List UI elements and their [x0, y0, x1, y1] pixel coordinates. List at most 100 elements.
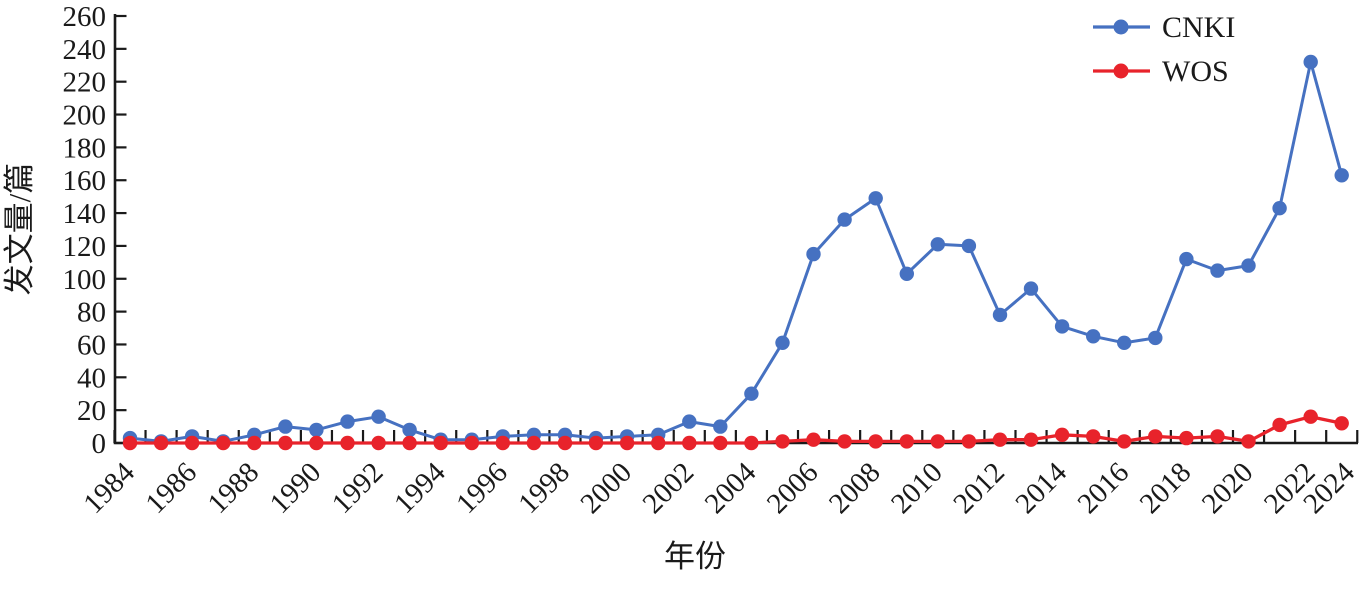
data-point-cnki-2020 [1241, 258, 1255, 272]
x-tick-label: 2016 [1072, 456, 1136, 520]
data-point-cnki-1991 [340, 414, 354, 428]
data-point-wos-2016 [1117, 434, 1131, 448]
data-point-wos-2000 [620, 436, 634, 450]
data-point-cnki-2003 [713, 419, 727, 433]
data-point-cnki-2010 [931, 237, 945, 251]
data-point-wos-2018 [1179, 431, 1193, 445]
data-point-wos-2022 [1304, 410, 1318, 424]
data-point-cnki-2008 [869, 191, 883, 205]
x-tick-label: 1988 [202, 456, 266, 520]
legend-label-wos: WOS [1162, 55, 1229, 88]
data-point-cnki-2014 [1055, 319, 1069, 333]
y-tick-label: 80 [77, 297, 106, 329]
x-tick-label: 2014 [1009, 456, 1073, 520]
data-point-wos-2019 [1210, 429, 1224, 443]
data-point-wos-2006 [806, 433, 820, 447]
data-point-wos-1996 [496, 436, 510, 450]
y-tick-label: 200 [63, 100, 107, 132]
data-point-cnki-1989 [278, 419, 292, 433]
data-point-wos-2002 [682, 436, 696, 450]
data-point-wos-1994 [434, 436, 448, 450]
data-point-wos-2010 [931, 434, 945, 448]
x-tick-label: 2018 [1134, 456, 1198, 520]
data-point-wos-2005 [775, 434, 789, 448]
data-point-wos-2013 [1024, 433, 1038, 447]
data-point-wos-1997 [527, 436, 541, 450]
data-point-cnki-2017 [1148, 331, 1162, 345]
data-point-wos-1999 [589, 436, 603, 450]
data-point-cnki-2011 [962, 239, 976, 253]
y-tick-label: 20 [77, 395, 106, 427]
x-tick-label: 1992 [326, 456, 390, 520]
data-point-wos-2004 [744, 436, 758, 450]
y-axis-title: 发文量/篇 [2, 163, 37, 296]
data-point-cnki-1990 [309, 423, 323, 437]
data-point-wos-2012 [993, 433, 1007, 447]
data-point-wos-2003 [713, 436, 727, 450]
data-point-wos-1990 [309, 436, 323, 450]
y-tick-label: 140 [63, 198, 107, 230]
data-point-wos-2001 [651, 436, 665, 450]
data-point-cnki-2006 [806, 247, 820, 261]
data-point-wos-2014 [1055, 428, 1069, 442]
x-tick-label: 2008 [823, 456, 887, 520]
data-point-wos-2011 [962, 434, 976, 448]
data-point-cnki-2005 [775, 336, 789, 350]
legend-marker-cnki [1114, 20, 1129, 35]
data-point-cnki-2016 [1117, 336, 1131, 350]
data-point-wos-1988 [247, 436, 261, 450]
y-tick-label: 60 [77, 329, 106, 361]
data-point-wos-2015 [1086, 429, 1100, 443]
legend-item-cnki: CNKI [1093, 11, 1235, 44]
data-point-cnki-2023 [1335, 168, 1349, 182]
data-point-wos-2007 [837, 434, 851, 448]
y-tick-label: 240 [63, 34, 107, 66]
data-point-cnki-2002 [682, 414, 696, 428]
x-tick-label: 1984 [77, 456, 141, 520]
data-point-wos-1991 [340, 436, 354, 450]
x-tick-label: 2000 [574, 456, 638, 520]
data-point-cnki-1993 [402, 423, 416, 437]
data-point-wos-1993 [402, 436, 416, 450]
data-point-cnki-1992 [371, 410, 385, 424]
data-point-wos-1986 [185, 436, 199, 450]
x-tick-label: 2006 [761, 456, 825, 520]
legend-label-cnki: CNKI [1162, 11, 1235, 44]
y-tick-label: 220 [63, 67, 107, 99]
y-tick-label: 40 [77, 362, 106, 394]
x-tick-label: 2010 [885, 456, 949, 520]
data-point-wos-1985 [154, 436, 168, 450]
data-point-wos-2020 [1241, 434, 1255, 448]
legend: CNKI WOS [1093, 11, 1235, 88]
data-point-wos-1984 [123, 436, 137, 450]
x-axis-title: 年份 [664, 539, 726, 574]
y-tick-label: 160 [63, 165, 107, 197]
y-tick-label: 180 [63, 132, 107, 164]
data-point-cnki-2013 [1024, 281, 1038, 295]
data-point-wos-2009 [900, 434, 914, 448]
data-point-wos-1998 [558, 436, 572, 450]
data-point-wos-2008 [869, 434, 883, 448]
x-tick-label: 2020 [1196, 456, 1260, 520]
data-point-cnki-2021 [1272, 201, 1286, 215]
data-point-cnki-2022 [1304, 55, 1318, 69]
data-point-wos-1992 [371, 436, 385, 450]
data-point-cnki-2004 [744, 387, 758, 401]
x-tick-label: 1994 [388, 456, 452, 520]
legend-item-wos: WOS [1093, 55, 1229, 88]
data-point-cnki-2012 [993, 308, 1007, 322]
y-tick-label: 100 [63, 264, 107, 296]
y-tick-label: 0 [92, 428, 107, 460]
data-point-cnki-2018 [1179, 252, 1193, 266]
data-point-wos-1995 [465, 436, 479, 450]
data-point-wos-2017 [1148, 429, 1162, 443]
x-tick-label: 2004 [699, 456, 763, 520]
y-tick-label: 260 [63, 1, 107, 33]
data-point-wos-1987 [216, 436, 230, 450]
y-tick-label: 120 [63, 231, 107, 263]
x-tick-label: 2012 [947, 456, 1011, 520]
data-point-cnki-2015 [1086, 329, 1100, 343]
data-point-cnki-2009 [900, 267, 914, 281]
